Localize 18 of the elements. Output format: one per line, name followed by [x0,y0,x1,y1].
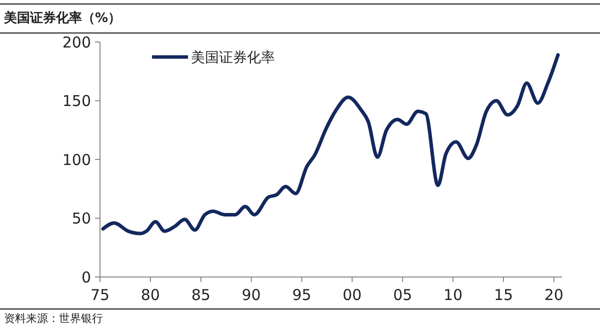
x-tick-label: 10 [444,286,463,304]
x-tick-label: 90 [242,286,261,304]
x-tick-label: 95 [292,286,312,304]
y-tick-label: 200 [62,33,91,52]
x-tick-label: 80 [140,286,160,304]
legend-label: 美国证券化率 [191,50,275,66]
x-tick-label: 00 [342,286,362,304]
y-tick-label: 150 [62,92,91,110]
x-tick-label: 20 [544,286,564,304]
x-tick-label: 85 [191,286,210,304]
x-tick-label: 15 [494,286,514,304]
x-tick-label: 05 [393,286,412,304]
y-tick-label: 0 [81,268,91,286]
x-tick-label: 75 [90,286,110,304]
text: 资料来源：世界银行 [4,312,103,325]
y-tick-label: 50 [72,210,91,228]
y-tick-label: 100 [62,150,91,169]
chart-title: 美国证券化率（%） [3,10,122,26]
